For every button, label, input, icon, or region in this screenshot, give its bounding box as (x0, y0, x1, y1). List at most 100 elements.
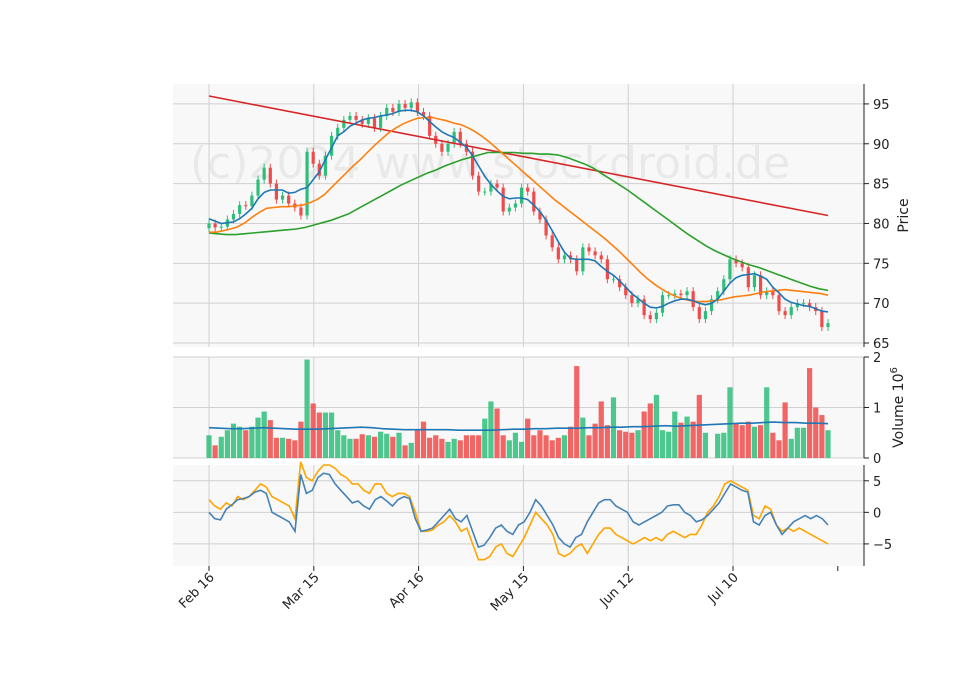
candle-body (317, 163, 321, 176)
candle-body (826, 323, 830, 328)
volume-bar (414, 430, 420, 458)
candle-body (648, 315, 652, 320)
candle-body (409, 102, 413, 108)
volume-bar (672, 411, 678, 458)
ma-200-line (208, 95, 829, 217)
panel-background (173, 465, 864, 566)
candle-body (397, 103, 401, 112)
volume-y-tick-label: 2 (873, 351, 881, 366)
price-y-tick-label: 70 (873, 297, 890, 312)
candle-body (250, 195, 254, 206)
price-y-tick-label: 85 (873, 178, 890, 193)
watermark: (c)2024 www.stockdroid.de (190, 138, 790, 189)
candle-body (323, 155, 328, 176)
candle-body (440, 143, 444, 152)
volume-bar (647, 403, 653, 458)
candle-body (403, 103, 407, 108)
oscillator-y-tick-label: −5 (873, 538, 892, 553)
candle-body (458, 131, 462, 144)
candle-body (820, 311, 824, 328)
volume-bar (335, 430, 341, 458)
volume-bar (420, 421, 427, 458)
candle-body (685, 291, 689, 296)
candle-body (366, 118, 370, 124)
volume-bar (371, 436, 378, 458)
candle-body (789, 307, 793, 316)
candle-body (348, 115, 352, 120)
candle-body (495, 183, 499, 188)
candle-body (219, 226, 223, 228)
volume-bar (757, 425, 764, 458)
candle-body (667, 295, 671, 297)
volume-bar (788, 438, 794, 458)
candle-body (550, 235, 554, 248)
candle-body (611, 279, 616, 281)
panel-background (173, 84, 864, 347)
candle-body (372, 118, 377, 128)
volume-bar (255, 417, 261, 458)
candle-body (415, 102, 419, 112)
candle-body (599, 255, 603, 260)
price-y-tick-label: 80 (873, 217, 890, 232)
volume-bar (604, 425, 610, 458)
candle-body (507, 207, 511, 212)
candle-body (379, 115, 383, 128)
volume-bar (224, 430, 230, 458)
candle-body (679, 293, 683, 296)
oscillator-line-2 (208, 461, 829, 561)
volume-bar (641, 411, 647, 458)
candle-body (244, 205, 248, 207)
candle-body (771, 291, 775, 296)
candle-body (513, 203, 518, 208)
candle-body (556, 247, 560, 260)
ma-short-line (208, 109, 829, 313)
volume-bar (678, 422, 684, 458)
candle-body (501, 187, 505, 212)
candle-body (287, 195, 291, 204)
candle-body (428, 115, 432, 136)
candle-body (734, 259, 738, 264)
candle-body (593, 251, 597, 256)
ma-mid-line (209, 116, 829, 303)
candle-body (605, 259, 609, 280)
volume-bar (439, 438, 445, 458)
candle-body (722, 279, 726, 292)
volume-bar (230, 423, 237, 458)
x-tick-label: Apr 16 (386, 570, 427, 611)
candle-body (538, 211, 542, 220)
candle-body (519, 187, 524, 204)
x-tick-label: Feb 16 (176, 570, 218, 612)
volume-bar (408, 442, 414, 458)
candle-body (360, 119, 364, 124)
volume-bar (267, 420, 273, 458)
volume-bar (659, 430, 666, 458)
candle-body (336, 127, 340, 136)
candle-body (483, 191, 487, 193)
candle-body (746, 267, 750, 288)
candle-body (329, 135, 334, 156)
volume-bar (353, 438, 359, 458)
candle-body (587, 247, 591, 252)
volume-bar (273, 437, 280, 458)
volume-bar (598, 401, 604, 458)
price-y-tick-label: 95 (873, 98, 890, 113)
volume-bar (328, 412, 335, 458)
volume-axis-label: Volume 106 (889, 367, 907, 448)
volume-bar (751, 426, 758, 458)
oscillator-line-1 (208, 472, 829, 549)
volume-bar (690, 421, 696, 458)
volume-bar (359, 434, 365, 458)
oscillator-y-tick-label: 0 (873, 506, 881, 521)
volume-bar (580, 417, 586, 458)
volume-bar (684, 416, 690, 458)
candle-body (697, 307, 701, 320)
candle-body (274, 183, 279, 200)
volume-bar (243, 430, 249, 458)
candle-body (446, 143, 450, 152)
candle-body (238, 205, 242, 214)
volume-bar (427, 437, 433, 458)
volume-bar (623, 431, 629, 458)
x-tick-label: Jun 12 (597, 570, 637, 610)
volume-bar (292, 440, 298, 458)
